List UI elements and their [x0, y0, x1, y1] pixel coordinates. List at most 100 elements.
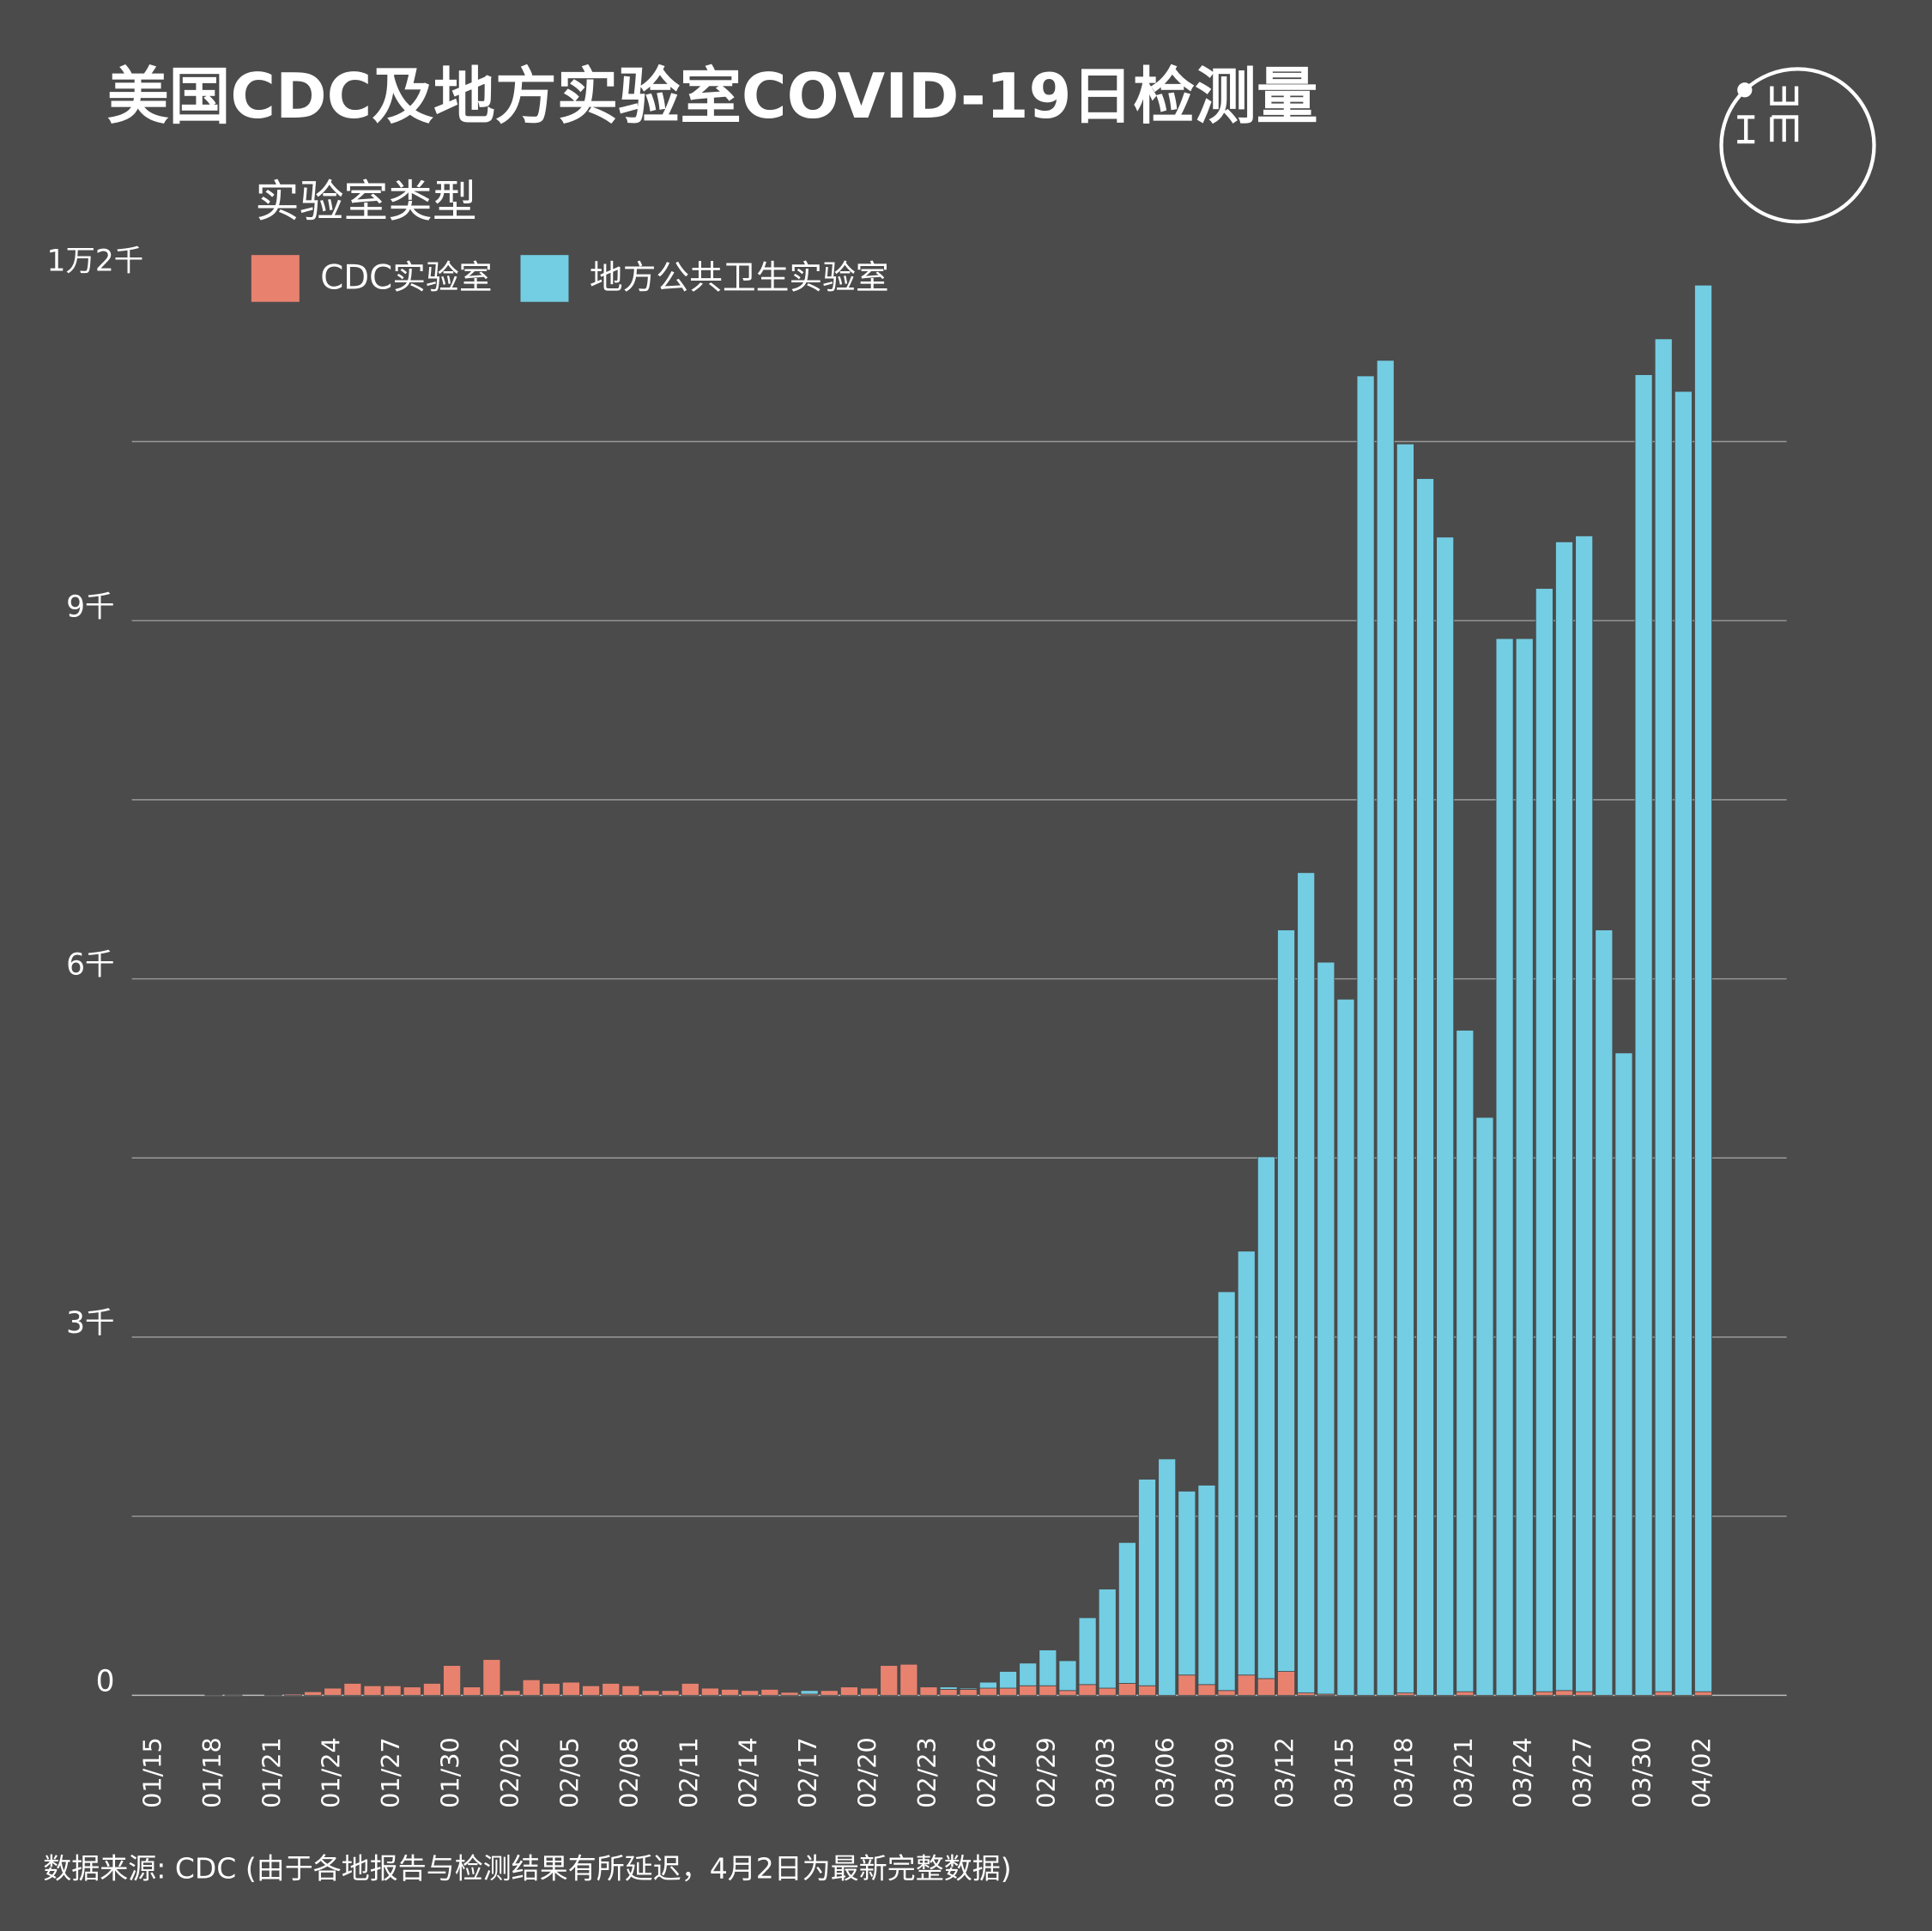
- x-tick-label: 02/20: [853, 1737, 882, 1808]
- y-tick-label: 9千: [66, 590, 114, 624]
- bar-segment: [1436, 536, 1455, 1696]
- bar-segment: [1098, 1687, 1117, 1696]
- bar-segment: [1535, 1691, 1553, 1696]
- bar-segment: [1555, 1690, 1573, 1696]
- bar-segment: [1078, 1617, 1097, 1686]
- bar-segment: [1336, 998, 1355, 1696]
- bar-segment: [1396, 443, 1414, 1694]
- bar-segment: [1217, 1291, 1236, 1692]
- bar-segment: [463, 1686, 481, 1696]
- bar-segment: [1475, 1117, 1494, 1696]
- bar-segment: [383, 1685, 402, 1696]
- y-tick-label: 6千: [66, 948, 114, 983]
- bar-segment: [1257, 1156, 1275, 1680]
- bar-segment: [443, 1665, 462, 1696]
- bar-segment: [681, 1683, 700, 1696]
- bar-segment: [1297, 872, 1316, 1694]
- bar-segment: [1555, 541, 1573, 1692]
- bar-segment: [1277, 929, 1296, 1672]
- x-tick-label: 02/17: [793, 1737, 822, 1808]
- chart-title: 美国CDC及地方实验室COVID-19日检测量: [107, 60, 1318, 132]
- bar-segment: [959, 1687, 978, 1690]
- bar-segment: [1595, 929, 1614, 1696]
- x-tick-label: 02/02: [495, 1737, 524, 1808]
- bar-segment: [899, 1663, 918, 1696]
- x-tick-label: 02/08: [615, 1737, 644, 1808]
- legend-swatch: [251, 255, 300, 302]
- bar-segment: [621, 1685, 640, 1696]
- y-tick-label: 3千: [66, 1306, 114, 1341]
- bar-segment: [1277, 1671, 1296, 1696]
- legend-label: CDC实验室: [320, 258, 492, 297]
- legend-label: 地方公共卫生实验室: [590, 258, 889, 297]
- bar-segment: [1237, 1250, 1256, 1676]
- logo: [1719, 67, 1876, 224]
- bar-segment: [721, 1688, 740, 1696]
- legend-swatch: [520, 255, 569, 302]
- x-tick-label: 03/06: [1151, 1737, 1180, 1808]
- bar-segment: [1058, 1690, 1077, 1696]
- x-tick-label: 01/30: [436, 1737, 465, 1808]
- bar-segment: [422, 1683, 441, 1696]
- x-tick-label: 02/29: [1032, 1737, 1061, 1808]
- bar-segment: [283, 1693, 302, 1696]
- bar-segment: [1614, 1052, 1633, 1696]
- bar-segment: [204, 1694, 223, 1696]
- x-tick-label: 01/21: [257, 1737, 286, 1808]
- bar-segment: [1197, 1684, 1216, 1696]
- x-tick-label: 03/18: [1389, 1737, 1418, 1808]
- bar-segment: [1654, 338, 1673, 1692]
- x-tick-label: 02/14: [734, 1737, 763, 1808]
- bar-segment: [1019, 1685, 1038, 1696]
- bar-segment: [482, 1659, 501, 1696]
- x-tick-label: 01/15: [137, 1737, 167, 1808]
- bar-segment: [1237, 1674, 1256, 1696]
- bar-segment: [820, 1690, 839, 1696]
- x-tick-label: 02/11: [674, 1737, 703, 1808]
- bar-segment: [839, 1686, 858, 1696]
- bar-segment: [939, 1688, 958, 1696]
- bar-segment: [919, 1686, 938, 1696]
- bar-segment: [263, 1694, 282, 1696]
- bar-segment: [1456, 1691, 1475, 1696]
- bar-segment: [700, 1687, 719, 1696]
- y-tick-label: 1万2千: [47, 244, 144, 278]
- x-tick-label: 03/15: [1329, 1737, 1359, 1808]
- bar-segment: [741, 1690, 760, 1696]
- bar-segment: [1117, 1541, 1136, 1684]
- bar-segment: [780, 1692, 799, 1696]
- bar-segment: [661, 1690, 680, 1696]
- bar-segment: [1138, 1479, 1157, 1686]
- bar-segment: [760, 1688, 779, 1696]
- x-tick-label: 02/26: [972, 1737, 1001, 1808]
- x-tick-label: 02/23: [912, 1737, 942, 1808]
- x-tick-label: 03/30: [1627, 1737, 1656, 1808]
- bar-segment: [1535, 588, 1553, 1692]
- bar-segment: [860, 1687, 879, 1696]
- bar-segment: [1694, 1691, 1712, 1696]
- bar-segment: [304, 1691, 323, 1696]
- bar-segment: [1694, 284, 1712, 1692]
- x-tick-label: 01/18: [197, 1737, 227, 1808]
- bar-segment: [880, 1665, 899, 1696]
- bar-segment: [641, 1690, 660, 1696]
- bar-segment: [1078, 1684, 1097, 1696]
- bar-segment: [403, 1686, 421, 1696]
- legend-title: 实验室类型: [255, 176, 476, 227]
- x-tick-label: 03/12: [1270, 1737, 1299, 1808]
- x-tick-label: 03/27: [1568, 1737, 1597, 1808]
- x-tick-label: 04/02: [1687, 1737, 1716, 1808]
- x-tick-label: 01/27: [376, 1737, 405, 1808]
- bar-segment: [1158, 1458, 1177, 1696]
- bar-segment: [1178, 1491, 1196, 1676]
- bar-segment: [561, 1681, 580, 1696]
- bar-segment: [1217, 1690, 1236, 1696]
- bar-segment: [1674, 390, 1693, 1696]
- bar-segment: [978, 1681, 997, 1689]
- bar-segment: [324, 1687, 342, 1696]
- bar-segment: [959, 1688, 978, 1696]
- bar-segment: [1456, 1029, 1475, 1692]
- bar-segment: [939, 1686, 958, 1690]
- x-tick-label: 03/09: [1210, 1737, 1239, 1808]
- bar-segment: [1495, 638, 1514, 1696]
